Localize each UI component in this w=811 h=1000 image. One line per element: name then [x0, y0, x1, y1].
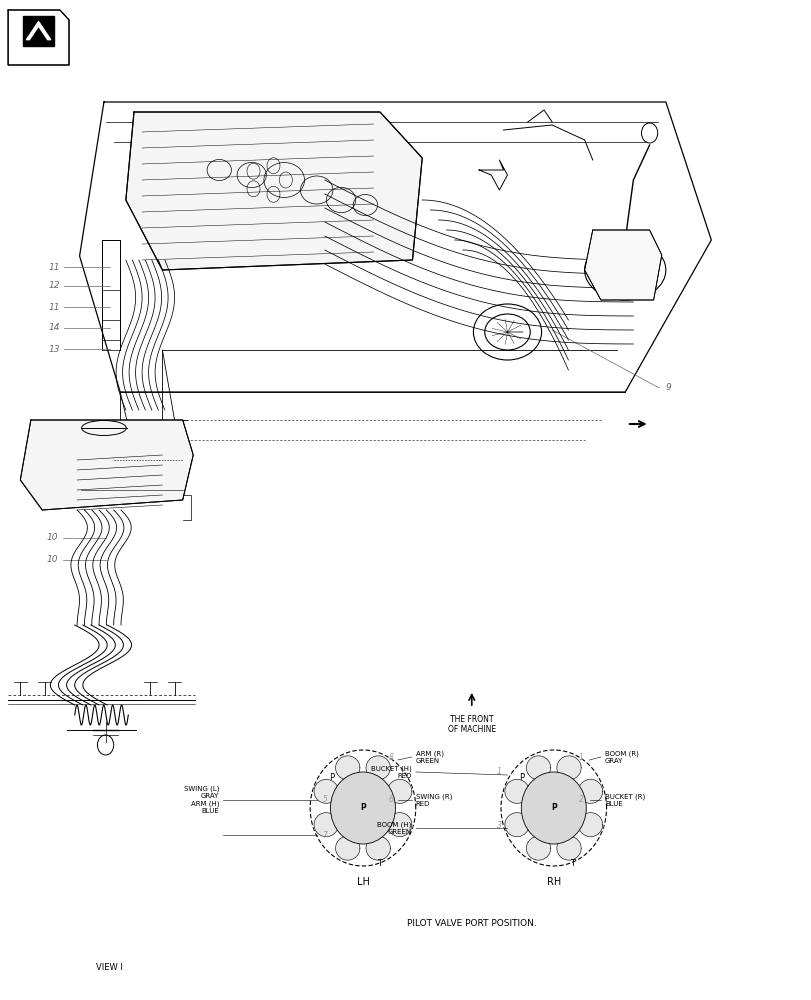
Text: 10: 10 — [47, 534, 58, 542]
Text: BUCKET (R)
BLUE: BUCKET (R) BLUE — [604, 793, 645, 807]
Polygon shape — [20, 420, 193, 510]
Polygon shape — [387, 779, 411, 803]
Text: BOOM (H)
GREEN: BOOM (H) GREEN — [377, 821, 411, 835]
Polygon shape — [314, 813, 338, 837]
Polygon shape — [504, 779, 529, 803]
Text: 8: 8 — [388, 752, 393, 762]
Text: T: T — [377, 858, 382, 867]
Polygon shape — [526, 756, 550, 780]
Polygon shape — [577, 779, 602, 803]
Text: VIEW I: VIEW I — [96, 963, 123, 972]
Text: 1: 1 — [496, 768, 501, 776]
Polygon shape — [526, 836, 550, 860]
Ellipse shape — [521, 772, 586, 844]
Text: 5: 5 — [322, 796, 327, 804]
Text: 14: 14 — [49, 324, 60, 332]
Text: P: P — [550, 804, 556, 812]
Text: BUCKET (H)
RED: BUCKET (H) RED — [371, 765, 411, 779]
Text: PILOT VALVE PORT POSITION.: PILOT VALVE PORT POSITION. — [406, 918, 536, 928]
Text: ARM (R)
GREEN: ARM (R) GREEN — [415, 750, 443, 764]
Text: BOOM (R)
GRAY: BOOM (R) GRAY — [604, 750, 638, 764]
Polygon shape — [366, 836, 390, 860]
Text: P: P — [519, 774, 524, 782]
Polygon shape — [8, 10, 69, 65]
Text: 13: 13 — [49, 344, 60, 354]
Text: 9: 9 — [665, 383, 671, 392]
Text: 7: 7 — [322, 830, 327, 840]
Text: SWING (R)
RED: SWING (R) RED — [415, 793, 452, 807]
Polygon shape — [504, 813, 529, 837]
Text: 12: 12 — [49, 282, 60, 290]
Polygon shape — [387, 813, 411, 837]
Polygon shape — [335, 756, 359, 780]
Text: 3: 3 — [496, 820, 501, 830]
Text: 1: 1 — [578, 752, 583, 762]
Text: T: T — [569, 858, 574, 867]
Polygon shape — [556, 756, 581, 780]
Polygon shape — [314, 779, 338, 803]
Polygon shape — [26, 22, 50, 40]
Polygon shape — [584, 230, 661, 300]
Text: LH: LH — [356, 877, 369, 887]
Text: 11: 11 — [49, 262, 60, 271]
Ellipse shape — [330, 772, 395, 844]
Text: P: P — [359, 804, 366, 812]
Polygon shape — [366, 756, 390, 780]
Text: 2: 2 — [578, 796, 583, 804]
Text: 6: 6 — [388, 796, 393, 804]
Polygon shape — [24, 15, 54, 46]
Text: P: P — [328, 774, 333, 782]
Text: THE FRONT
OF MACHINE: THE FRONT OF MACHINE — [447, 715, 496, 734]
Polygon shape — [126, 112, 422, 270]
Polygon shape — [577, 813, 602, 837]
Polygon shape — [556, 836, 581, 860]
Text: 10: 10 — [47, 556, 58, 564]
Text: RH: RH — [546, 877, 560, 887]
Text: SWING (L)
GRAY
ARM (H)
BLUE: SWING (L) GRAY ARM (H) BLUE — [183, 786, 219, 814]
Text: 11: 11 — [49, 302, 60, 312]
Polygon shape — [335, 836, 359, 860]
